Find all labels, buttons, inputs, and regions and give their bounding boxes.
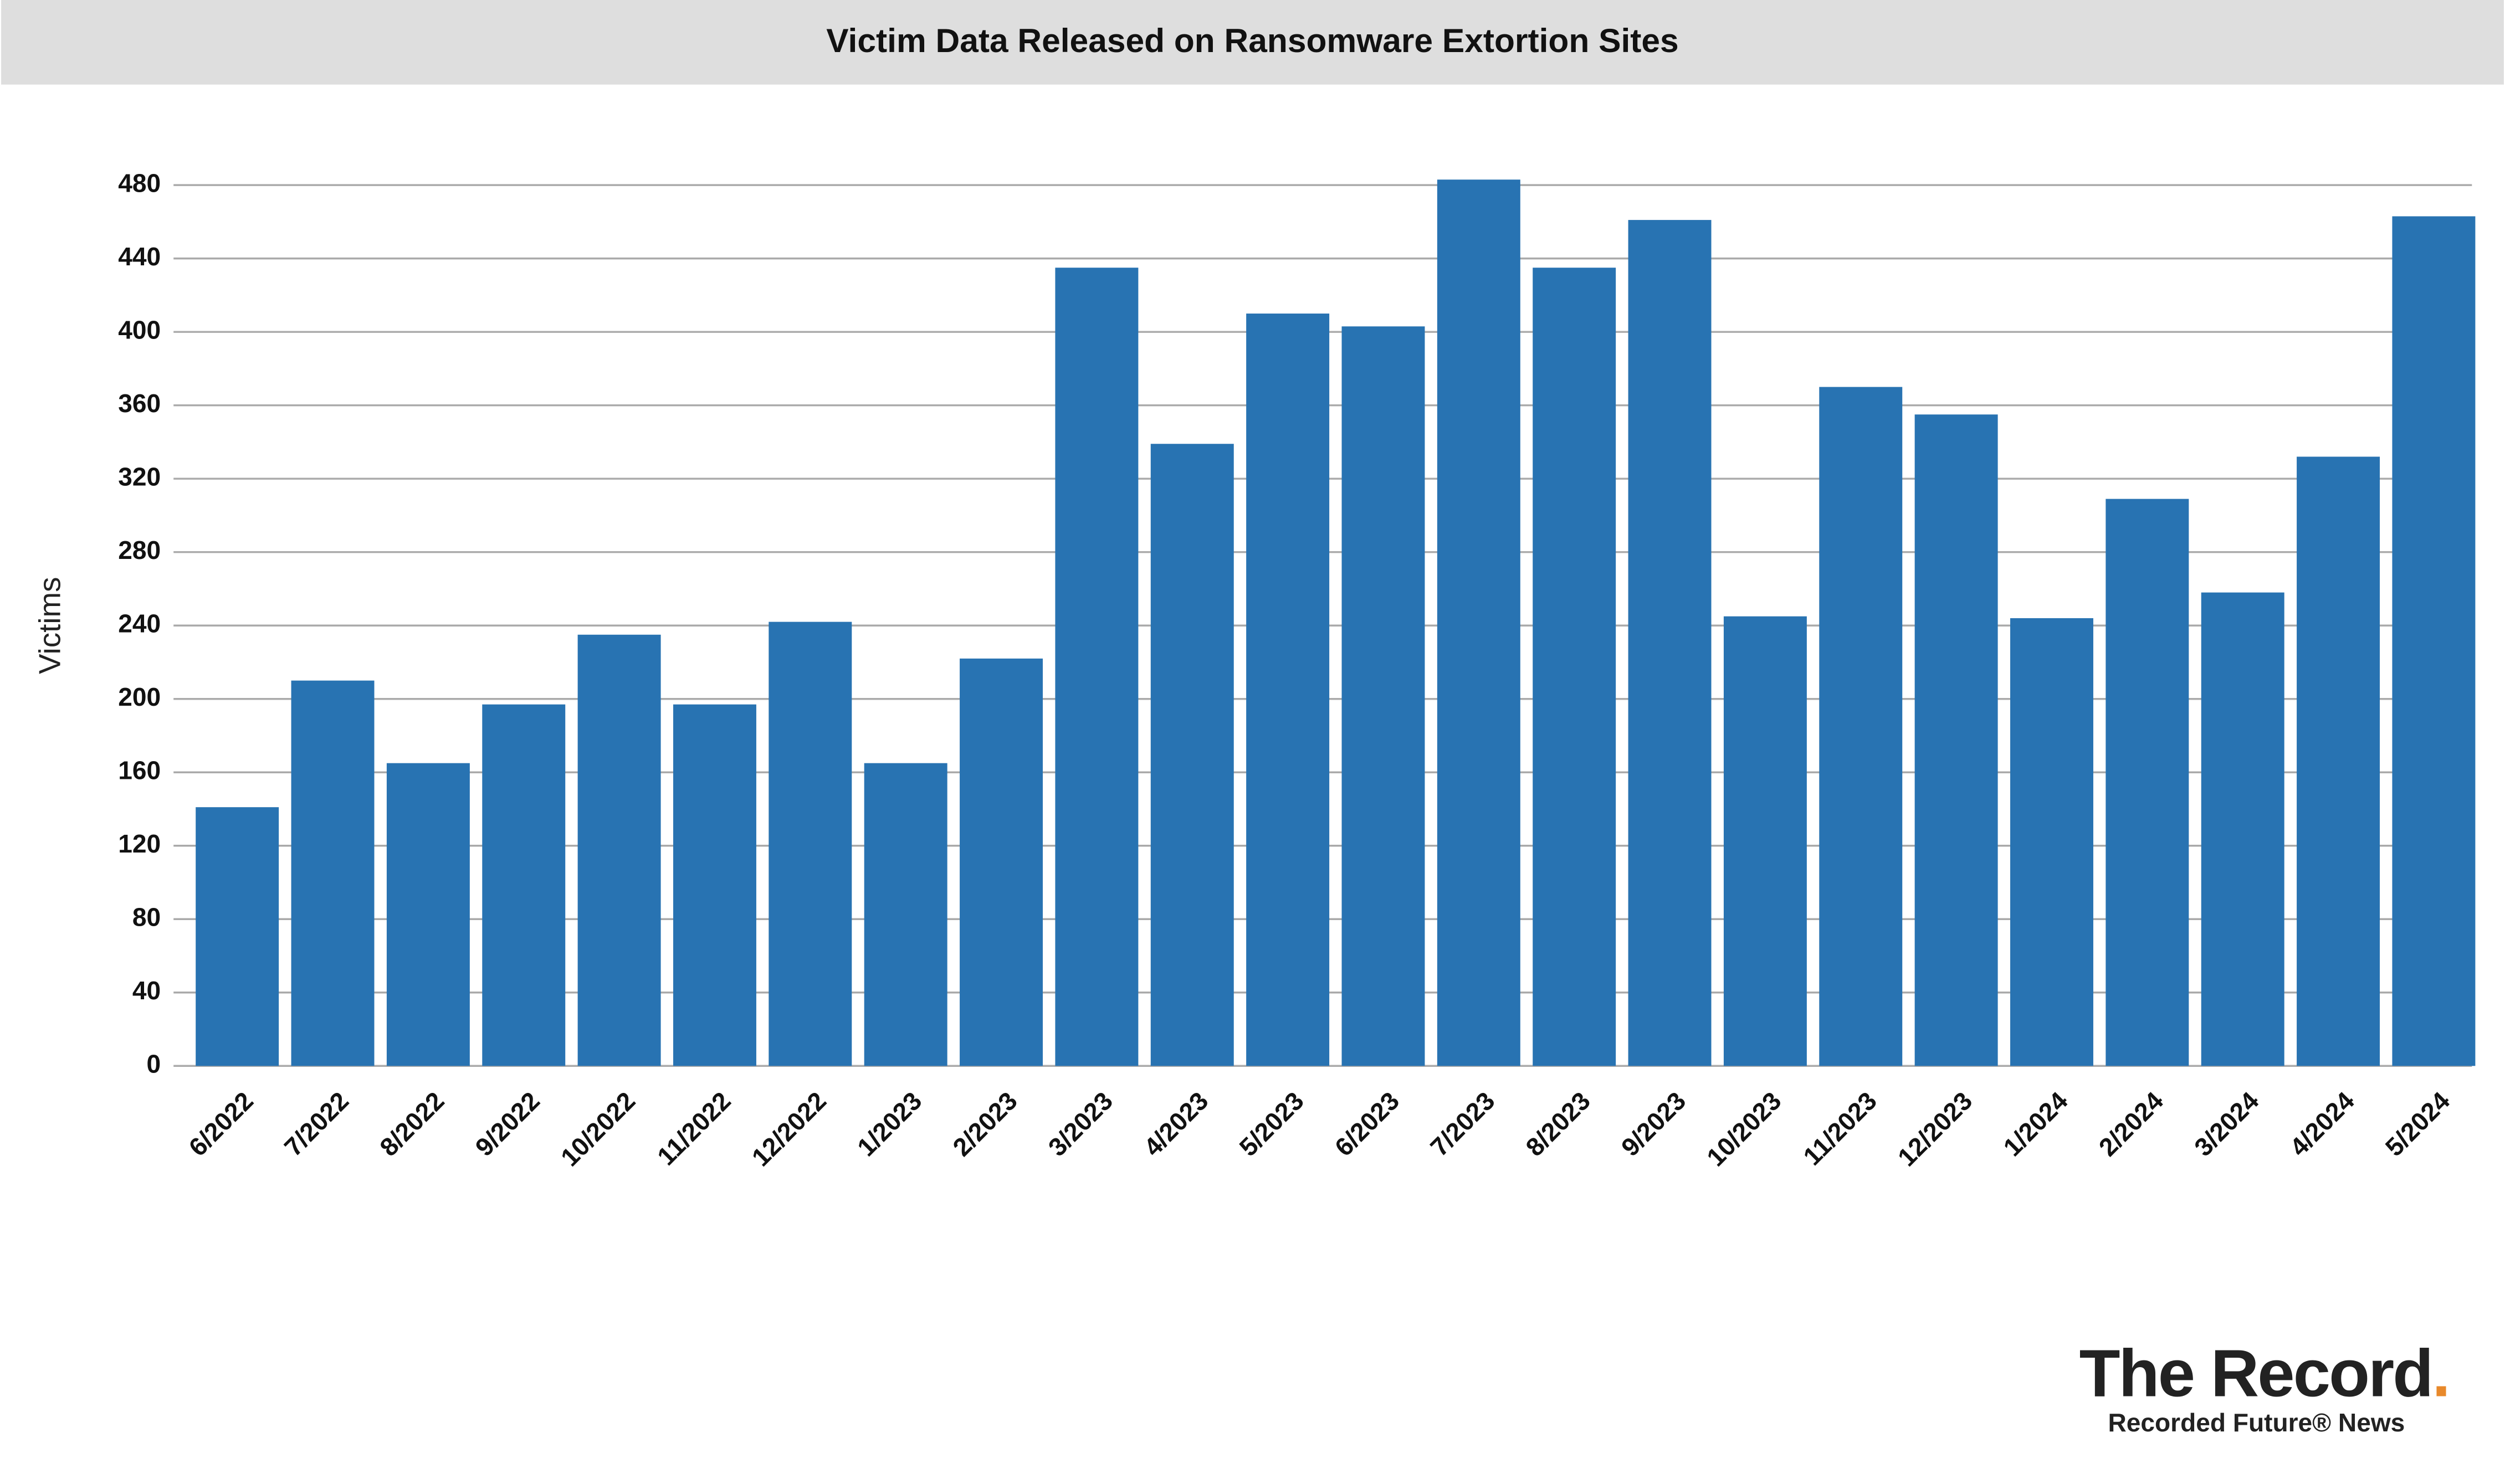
chart-title: Victim Data Released on Ransomware Extor… [826,22,1678,59]
bar [960,658,1043,1066]
bar [1341,326,1425,1066]
x-tick-label: 12/2022 [746,1086,832,1172]
bar [1914,414,1998,1066]
x-tick-label: 1/2023 [852,1086,927,1162]
y-tick-label: 80 [132,902,161,931]
bar [2106,499,2189,1066]
bar [291,680,375,1066]
x-tick-label: 5/2024 [2380,1086,2456,1162]
bar [577,634,661,1066]
y-axis-label: Victims [33,577,67,674]
x-tick-label: 3/2024 [2189,1086,2265,1162]
x-tick-label: 10/2023 [1701,1086,1787,1172]
bar [1819,387,1903,1066]
bar [1246,314,1330,1066]
logo-tagline: Recorded Future® News [2108,1408,2405,1437]
bar [1533,268,1616,1066]
x-tick-label: 8/2022 [374,1086,449,1162]
bar [2297,456,2380,1066]
title-bar [1,0,2504,85]
x-tick-label: 6/2023 [1329,1086,1405,1162]
x-tick-label: 4/2023 [1138,1086,1213,1162]
bar [864,763,947,1066]
bar [769,622,852,1066]
y-tick-label: 200 [118,682,161,711]
bar [1437,179,1520,1066]
logo: The Record. [2079,1336,2449,1411]
x-tick-label: 8/2023 [1520,1086,1595,1162]
logo-text: The Record [2079,1336,2432,1411]
y-tick-label: 480 [118,168,161,197]
x-tick-label: 3/2023 [1043,1086,1118,1162]
x-tick-label: 2/2024 [2093,1086,2169,1162]
y-tick-label: 360 [118,389,161,418]
bar [2392,216,2476,1066]
x-tick-label: 5/2023 [1233,1086,1309,1162]
bar [673,704,756,1066]
x-tick-label: 1/2024 [1997,1086,2073,1162]
y-tick-label: 280 [118,536,161,564]
bar [1723,616,1807,1066]
bar [1628,220,1712,1066]
bar [2010,618,2093,1066]
x-tick-label: 2/2023 [947,1086,1022,1162]
x-tick-label: 11/2022 [652,1086,736,1171]
bar [1150,444,1234,1066]
y-tick-label: 120 [118,829,161,858]
plot: 0 40 80 120 160 200 240 280 320 360 400 440 480 6/202… [118,168,2476,1172]
x-tick-label: 7/2022 [279,1086,354,1162]
y-tick-label: 240 [118,609,161,638]
x-tick-label: 6/2022 [183,1086,258,1162]
bar [482,704,566,1066]
bar [1055,268,1139,1066]
y-tick-label: 440 [118,242,161,271]
x-tick-label: 7/2023 [1425,1086,1500,1162]
x-tick-label: 11/2023 [1797,1086,1882,1171]
x-tick-label: 10/2022 [555,1086,641,1172]
x-tick-label: 9/2022 [470,1086,545,1162]
y-tick-label: 160 [118,756,161,784]
y-tick-label: 0 [146,1049,161,1078]
logo-dot: . [2432,1336,2449,1411]
x-tick-label: 4/2024 [2284,1086,2360,1162]
x-tick-label: 9/2023 [1616,1086,1691,1162]
bar [386,763,470,1066]
y-tick-label: 400 [118,315,161,344]
bar [2201,592,2284,1066]
y-tick-label: 40 [132,976,161,1005]
x-tick-label: 12/2023 [1892,1086,1978,1172]
y-tick-label: 320 [118,462,161,491]
bar [196,807,279,1066]
